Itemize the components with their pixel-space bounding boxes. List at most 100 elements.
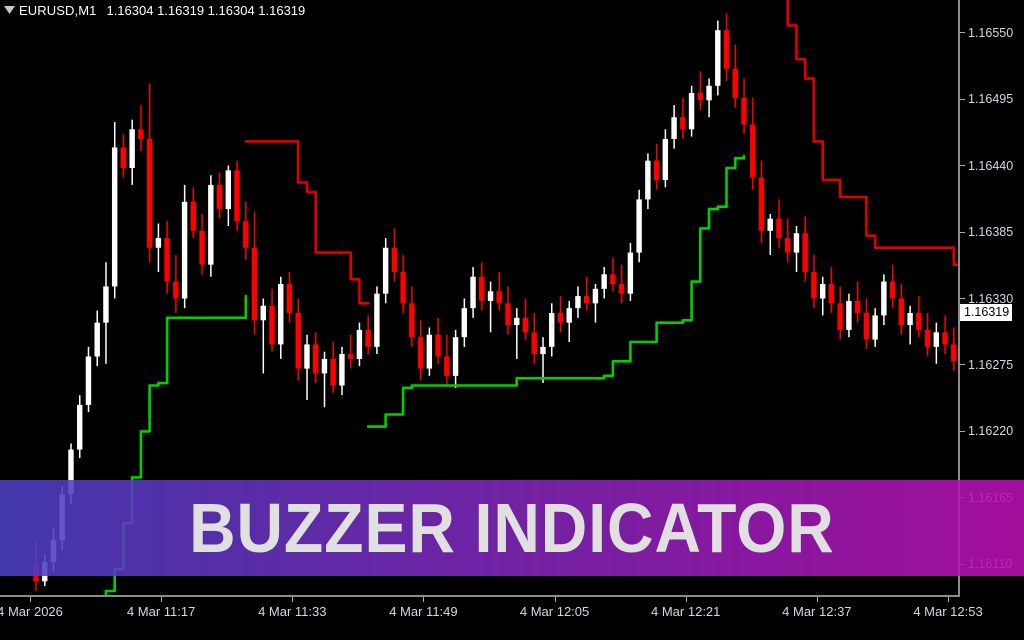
time-axis-line: [0, 595, 958, 597]
downtrend-line-segment: [786, 0, 958, 267]
time-tick-label: 4 Mar 11:33: [258, 604, 327, 619]
time-axis[interactable]: 4 Mar 2026 4 Mar 11:17 4 Mar 11:33 4 Mar 11…: [0, 595, 1024, 640]
candle-body: [505, 303, 511, 326]
candle-body: [374, 293, 380, 347]
candle-body: [557, 313, 564, 323]
candle-body: [435, 334, 441, 357]
promo-banner-title: BUZZER INDICATOR: [189, 489, 835, 567]
candle-body: [636, 199, 642, 253]
candle-body: [610, 274, 616, 284]
time-tick-mark: [292, 597, 294, 602]
candle-body: [111, 147, 118, 287]
candle-body: [697, 93, 704, 101]
candle-body: [514, 317, 520, 326]
candle-body: [898, 298, 905, 326]
time-tick-mark: [685, 597, 687, 602]
candle-body: [837, 303, 843, 330]
candle-wick: [594, 284, 597, 323]
candle-body: [680, 117, 686, 130]
current-price-badge: 1.16319: [960, 303, 1013, 321]
candle-wick: [542, 337, 544, 384]
candle-wick: [769, 213, 772, 255]
candle-body: [715, 30, 721, 86]
candle-body: [330, 358, 336, 386]
price-axis[interactable]: 1.16550 1.16495 1.16440 1.16385 1.16330 1.162…: [955, 0, 1024, 597]
candle-body: [120, 147, 127, 168]
candle-wick: [699, 71, 702, 110]
price-tick-mark: [960, 298, 965, 299]
candle-body: [382, 247, 389, 294]
downtrend-line-segment: [244, 140, 370, 305]
price-tick-label: 1.16440: [968, 158, 1014, 173]
candle-body: [924, 329, 931, 347]
price-tick: 1.16330: [960, 291, 1013, 307]
candle-body: [409, 303, 415, 338]
price-tick-label: 1.16275: [968, 357, 1014, 372]
candle-body: [881, 281, 887, 316]
candle-body: [234, 170, 240, 222]
price-tick-mark: [960, 231, 965, 233]
candle-body: [785, 238, 791, 253]
candle-body: [549, 313, 555, 347]
candle-body: [540, 346, 546, 355]
candle-body: [304, 344, 310, 369]
candle-body: [321, 358, 328, 374]
time-tick-mark: [816, 597, 818, 602]
candle-body: [575, 296, 581, 309]
price-tick: 1.16440: [960, 158, 1013, 174]
candle-body: [347, 354, 354, 359]
candle-body: [767, 218, 773, 231]
candle-body: [758, 177, 765, 231]
candle-body: [461, 308, 468, 338]
candle-body: [295, 313, 301, 369]
time-tick-label: 4 Mar 2026: [0, 604, 63, 619]
candle-body: [138, 129, 144, 139]
candle-body: [260, 305, 266, 321]
candle-body: [278, 284, 284, 345]
candle-body: [426, 334, 433, 369]
price-tick-label: 1.16330: [968, 291, 1014, 306]
price-tick-mark: [960, 98, 965, 100]
price-tick-mark: [960, 430, 965, 432]
candle-body: [627, 252, 634, 294]
price-tick: 1.16275: [960, 357, 1013, 373]
candle-body: [846, 300, 852, 330]
candle-body: [146, 138, 153, 248]
candle-wick: [489, 281, 492, 333]
price-tick-mark: [960, 32, 965, 34]
candle-body: [417, 337, 424, 369]
uptrend-line-segment: [104, 294, 248, 597]
promo-banner: BUZZER INDICATOR: [0, 480, 1024, 576]
candle-body: [601, 274, 607, 289]
price-tick-mark: [960, 165, 965, 167]
candle-body: [802, 233, 808, 272]
candle-body: [190, 201, 197, 231]
candle-body: [933, 332, 940, 347]
candle-wick: [323, 351, 326, 408]
price-tick: 1.16220: [960, 423, 1013, 439]
candle-body: [662, 138, 669, 181]
candle-body: [94, 322, 100, 357]
candle-body: [216, 184, 223, 210]
candle-body: [286, 284, 293, 313]
candle-body: [592, 288, 599, 304]
candle-body: [129, 129, 135, 168]
price-tick-label: 1.16220: [968, 424, 1014, 439]
price-tick-label: 1.16550: [968, 25, 1014, 40]
candle-body: [828, 284, 835, 304]
candle-body: [583, 296, 590, 304]
candle-wick: [262, 298, 265, 374]
candle-wick: [620, 264, 623, 304]
candle-body: [645, 160, 651, 200]
candle-wick: [498, 271, 501, 311]
candle-body: [889, 281, 896, 299]
candle-body: [479, 276, 485, 301]
candle-wick: [349, 334, 352, 369]
candle-body: [741, 97, 747, 125]
candle-body: [951, 344, 957, 362]
candle-body: [76, 404, 83, 450]
candle-body: [164, 238, 170, 282]
candle-body: [225, 170, 232, 210]
candle-body: [400, 271, 406, 304]
candle-body: [907, 313, 913, 326]
